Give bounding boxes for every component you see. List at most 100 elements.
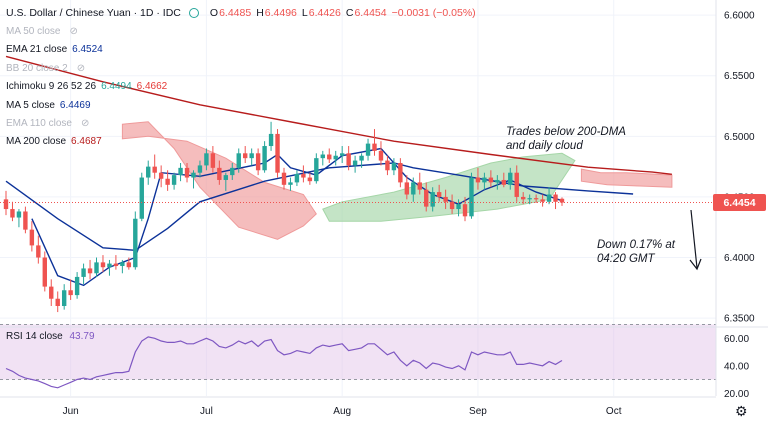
candle-body — [100, 262, 106, 268]
time-tick-label: Oct — [606, 406, 622, 417]
time-tick-label: Sep — [469, 406, 487, 417]
candle — [23, 206, 28, 234]
ohlc-close-value: 6.4454 — [354, 7, 387, 20]
legend-ma50[interactable]: MA 50 close ⊘ — [6, 22, 486, 40]
candle — [262, 141, 267, 173]
candle-body — [540, 199, 545, 202]
rsi-tick-label: 60.00 — [724, 334, 749, 345]
candle — [16, 209, 22, 228]
candle-body — [514, 172, 519, 197]
candle — [94, 257, 99, 277]
annotation-dma-line1: Trades below 200-DMA — [506, 126, 626, 138]
candle-body — [301, 173, 306, 178]
candle-body — [424, 189, 429, 207]
candle — [165, 170, 170, 191]
candle — [275, 129, 280, 178]
candle — [449, 194, 455, 214]
candle — [385, 155, 390, 176]
legend-ma5[interactable]: MA 5 close 6.4469 — [6, 96, 486, 114]
candle-body — [359, 155, 364, 161]
candle-body — [320, 154, 325, 159]
candle-body — [171, 175, 177, 185]
eye-hidden-icon[interactable]: ⊘ — [69, 26, 78, 38]
legend-ema21[interactable]: EMA 21 close 6.4524 — [6, 41, 486, 59]
rsi-tick-label: 20.00 — [724, 389, 749, 400]
legend-ma5-name: MA 5 close — [6, 99, 55, 111]
candle-body — [456, 204, 461, 210]
legend-ichimoku-name: Ichimoku 9 26 52 26 — [6, 81, 97, 93]
candle-body — [411, 182, 416, 195]
time-tick-label: Jun — [63, 406, 79, 417]
candle — [301, 165, 306, 183]
candle-body — [352, 160, 358, 166]
candle-body — [527, 198, 532, 200]
candle-body — [152, 166, 157, 173]
ohlc-low-label: L — [301, 7, 308, 20]
candle — [533, 194, 539, 203]
candle — [443, 189, 448, 210]
candle — [333, 150, 338, 166]
annotation-down-line2: 04:20 GMT — [597, 253, 655, 265]
candle — [372, 129, 377, 156]
candle — [158, 165, 164, 188]
candle — [488, 170, 494, 188]
candle — [223, 172, 229, 191]
candle-body — [217, 167, 222, 180]
candle — [61, 284, 67, 310]
candle-body — [158, 172, 164, 179]
candle — [133, 211, 138, 270]
candle-body — [126, 262, 132, 268]
candle — [113, 255, 119, 270]
candle — [49, 279, 54, 307]
market-status-icon — [188, 8, 199, 19]
rsi-tick-label: 40.00 — [724, 361, 749, 372]
rsi-line — [5, 336, 563, 389]
ohlc-low-value: 6.4426 — [308, 7, 341, 20]
candle — [243, 146, 248, 163]
eye-hidden-icon[interactable]: ⊘ — [80, 118, 90, 130]
candle-body — [495, 179, 500, 183]
candle-body — [482, 177, 487, 183]
legend-ema21-value: 6.4524 — [72, 44, 103, 56]
legend-bb20[interactable]: BB 20 close 2 ⊘ — [6, 59, 486, 77]
ichimoku-cloud-bearish — [580, 168, 673, 188]
legend-ma200[interactable]: MA 200 close 6.4687 — [6, 133, 486, 151]
candle — [68, 279, 73, 300]
legend-ema110[interactable]: EMA 110 close ⊘ — [6, 114, 486, 132]
candle-body — [16, 211, 22, 218]
candle-body — [236, 153, 241, 168]
candle-body — [55, 298, 60, 307]
down-arrow-shaft — [690, 209, 698, 269]
candle — [527, 194, 532, 205]
down-arrow — [689, 209, 702, 271]
candle — [436, 184, 442, 202]
candle-body — [398, 163, 403, 183]
annotation-down: Down 0.17% at 04:20 GMT — [597, 238, 675, 266]
rsi-legend-value: 43.79 — [69, 331, 95, 342]
time-tick-label: Aug — [333, 406, 351, 417]
candle — [521, 192, 526, 205]
candle-body — [204, 153, 209, 166]
candle — [307, 172, 313, 185]
candle — [36, 235, 41, 264]
candle-body — [165, 178, 170, 185]
price-tick-label: 6.5500 — [724, 71, 755, 82]
gear-icon[interactable]: ⚙ — [735, 403, 748, 419]
legend-ema110-name: EMA 110 close — [6, 118, 72, 130]
candle-body — [288, 182, 293, 185]
eye-hidden-icon[interactable]: ⊘ — [76, 62, 86, 74]
line-ma-200-close — [5, 55, 672, 175]
candle-body — [281, 172, 287, 185]
candle-body — [133, 218, 138, 268]
price-tick-label: 6.6000 — [724, 11, 755, 22]
candle — [74, 272, 80, 299]
legend-ichimoku[interactable]: Ichimoku 9 26 52 26 6.4494 6.4662 — [6, 78, 486, 96]
candle — [87, 259, 93, 280]
candle — [417, 172, 422, 195]
rsi-legend[interactable]: RSI 14 close 43.79 — [6, 331, 95, 342]
rsi-band — [0, 324, 716, 380]
candle — [391, 158, 397, 176]
candle-body — [49, 286, 54, 299]
ohlc-high-value: 6.4496 — [264, 7, 297, 20]
